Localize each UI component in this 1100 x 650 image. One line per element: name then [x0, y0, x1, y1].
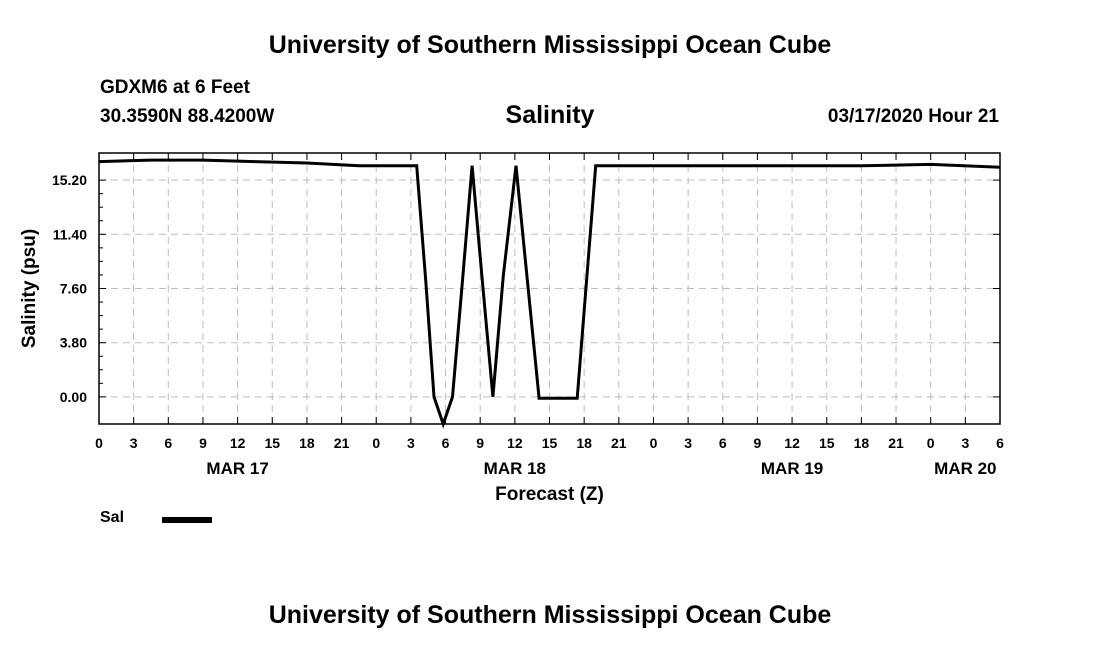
station-coordinates: 30.3590N 88.4200W [100, 106, 275, 127]
x-tick-label: 6 [442, 435, 450, 451]
x-tick-label: 18 [299, 435, 315, 451]
x-tick-label: 18 [854, 435, 870, 451]
station-name: GDXM6 at 6 Feet [100, 77, 250, 98]
x-tick-label: 21 [334, 435, 350, 451]
x-tick-label: 21 [888, 435, 904, 451]
x-tick-label: 0 [650, 435, 658, 451]
x-tick-label: 3 [961, 435, 969, 451]
x-tick-label: 21 [611, 435, 627, 451]
x-tick-label: 15 [819, 435, 835, 451]
x-tick-label: 12 [507, 435, 523, 451]
x-tick-label: 18 [576, 435, 592, 451]
x-axis-label: Forecast (Z) [495, 484, 604, 505]
x-tick-label: 3 [130, 435, 138, 451]
x-tick-label: 6 [719, 435, 727, 451]
forecast-datetime: 03/17/2020 Hour 21 [827, 106, 999, 127]
x-tick-label: 6 [164, 435, 172, 451]
legend-swatch [162, 517, 212, 523]
x-tick-label: 3 [684, 435, 692, 451]
chart-title: Salinity [505, 101, 595, 129]
x-tick-label: 9 [199, 435, 207, 451]
page-title: University of Southern Mississippi Ocean… [268, 31, 832, 59]
x-tick-label: 15 [542, 435, 558, 451]
x-tick-label: 12 [784, 435, 800, 451]
y-tick-label: 0.00 [60, 389, 87, 405]
x-tick-label: 15 [264, 435, 280, 451]
x-tick-label: 9 [754, 435, 762, 451]
x-date-label: MAR 20 [934, 459, 996, 478]
x-tick-label: 12 [230, 435, 246, 451]
x-tick-label: 9 [476, 435, 484, 451]
y-tick-label: 15.20 [52, 172, 87, 188]
page-footer-title: University of Southern Mississippi Ocean… [268, 601, 832, 629]
legend-label: Sal [100, 509, 125, 526]
plot-frame [98, 152, 1001, 425]
x-tick-label: 3 [407, 435, 415, 451]
x-date-label: MAR 19 [761, 459, 823, 478]
x-date-label: MAR 17 [206, 459, 268, 478]
y-axis-label: Salinity (psu) [19, 229, 40, 348]
x-tick-label: 0 [372, 435, 380, 451]
x-date-label: MAR 18 [484, 459, 546, 478]
y-tick-label: 11.40 [53, 226, 87, 242]
y-tick-label: 7.60 [60, 281, 87, 297]
x-tick-label: 0 [95, 435, 103, 451]
x-tick-label: 6 [996, 435, 1004, 451]
series-line-sal [98, 158, 1001, 429]
y-tick-label: 3.80 [60, 335, 87, 351]
x-tick-label: 0 [927, 435, 935, 451]
